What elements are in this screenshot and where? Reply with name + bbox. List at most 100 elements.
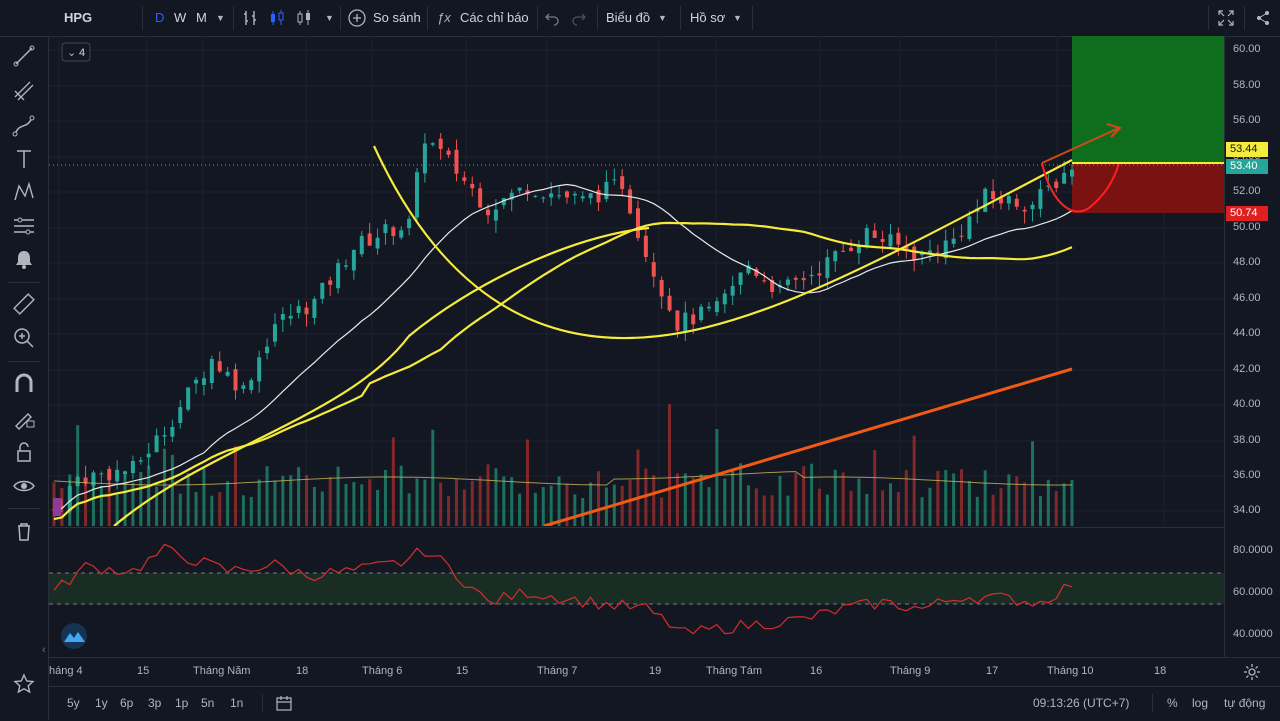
chevron-down-icon[interactable]: ▼	[658, 13, 667, 23]
lock-icon[interactable]	[10, 438, 38, 466]
time-axis-label: 16	[810, 665, 823, 677]
candle	[391, 227, 396, 237]
star-icon[interactable]	[10, 670, 38, 698]
candle	[612, 179, 617, 181]
candle	[675, 310, 680, 331]
time-axis[interactable]	[49, 657, 1280, 686]
chevron-down-icon[interactable]: ▼	[325, 13, 334, 23]
candle	[714, 301, 719, 313]
interval-week[interactable]: W	[174, 10, 187, 25]
candle	[659, 280, 664, 297]
candle	[927, 250, 932, 255]
profile-menu-button[interactable]: Hồ sơ	[690, 10, 726, 25]
range-6m[interactable]: 6p	[120, 696, 134, 710]
rsi-axis-label: 40.0000	[1233, 628, 1273, 640]
candle	[91, 472, 96, 486]
auto-toggle[interactable]: tự động	[1224, 696, 1266, 710]
trash-icon[interactable]	[10, 517, 38, 545]
pitchfork-icon[interactable]	[10, 77, 38, 105]
range-5y[interactable]: 5y	[67, 696, 80, 710]
volume-bar	[936, 470, 940, 526]
volume-bar	[368, 479, 372, 526]
candle	[478, 188, 483, 208]
price-axis-label: 42.00	[1233, 363, 1261, 375]
fib-icon[interactable]	[10, 212, 38, 240]
volume-bar	[533, 492, 537, 526]
price-axis-label: 52.00	[1233, 185, 1261, 197]
indicators-button[interactable]: Các chỉ báo	[460, 10, 529, 25]
time-axis-label: Tháng 10	[1047, 665, 1094, 677]
redo-icon[interactable]	[571, 10, 587, 26]
calendar-icon[interactable]	[275, 694, 293, 712]
symbol-search[interactable]: HPG	[64, 10, 93, 25]
chevron-down-icon[interactable]: ▼	[733, 13, 742, 23]
breakout-arrow[interactable]	[1041, 127, 1120, 164]
ruler-icon[interactable]	[10, 290, 38, 318]
volume-bar	[1015, 476, 1019, 526]
interval-month[interactable]: M	[196, 10, 207, 25]
path-icon[interactable]	[10, 112, 38, 140]
fullscreen-icon[interactable]	[1216, 8, 1236, 28]
range-1d[interactable]: 1n	[230, 696, 244, 710]
volume-bar	[707, 487, 711, 526]
chevron-down-icon[interactable]: ▼	[216, 13, 225, 23]
price-axis-label: 44.00	[1233, 327, 1261, 339]
clock-time[interactable]: 09:13:26 (UTC+7)	[1033, 696, 1130, 710]
chart-menu-button[interactable]: Biểu đồ	[606, 10, 651, 25]
range-1y[interactable]: 1y	[95, 696, 108, 710]
volume-bar	[873, 450, 877, 526]
interval-day[interactable]: D	[155, 10, 165, 25]
range-3m[interactable]: 3p	[148, 696, 162, 710]
cup-drawing[interactable]	[373, 145, 1073, 340]
time-axis-label: 18	[1154, 665, 1167, 677]
handle-drawing[interactable]	[1041, 162, 1120, 213]
settings-icon[interactable]	[1243, 663, 1261, 681]
log-toggle[interactable]: log	[1192, 696, 1209, 710]
price-axis[interactable]	[1224, 36, 1280, 657]
candle	[849, 247, 854, 252]
volume-bar	[636, 449, 640, 526]
range-1m[interactable]: 1p	[175, 696, 189, 710]
alert-icon[interactable]	[10, 245, 38, 273]
compare-button[interactable]: So sánh	[373, 10, 421, 25]
hollow-candle-icon[interactable]	[294, 8, 314, 28]
candle	[1022, 209, 1027, 212]
rsi-pane[interactable]	[49, 527, 1224, 658]
text-icon[interactable]	[10, 145, 38, 173]
yellow-curve-drawing[interactable]	[113, 226, 650, 526]
lock-draw-icon[interactable]	[10, 404, 38, 432]
candle	[130, 461, 135, 474]
trendline-icon[interactable]	[10, 42, 38, 70]
volume-bar	[454, 479, 458, 526]
candle	[209, 359, 214, 384]
price-axis-label: 50.00	[1233, 221, 1261, 233]
orange-trendline[interactable]	[543, 367, 1073, 526]
candle-style-icon[interactable]	[267, 8, 287, 28]
bar-style-icon[interactable]	[240, 8, 260, 28]
magnet-icon[interactable]	[10, 370, 38, 398]
undo-icon[interactable]	[544, 10, 560, 26]
price-chart[interactable]: ⌄ 4	[49, 36, 1224, 526]
volume-bar	[439, 482, 443, 526]
price-axis-label: 58.00	[1233, 79, 1261, 91]
stop-loss-zone[interactable]	[1072, 163, 1224, 213]
candle	[399, 230, 404, 238]
volume-bar	[731, 468, 735, 526]
range-5d[interactable]: 5n	[201, 696, 215, 710]
price-axis-label: 48.00	[1233, 256, 1261, 268]
candle	[841, 250, 846, 252]
legend-collapse-button[interactable]	[61, 42, 91, 62]
share-icon[interactable]	[1253, 8, 1273, 28]
collapse-left-icon[interactable]: ‹	[42, 644, 46, 656]
volume-bar	[462, 489, 466, 526]
legend-count: 4	[79, 47, 85, 59]
percent-toggle[interactable]: %	[1167, 696, 1178, 710]
eye-icon[interactable]	[10, 472, 38, 500]
volume-bar	[415, 478, 419, 526]
add-compare-icon[interactable]	[347, 8, 367, 28]
indicators-icon[interactable]: ƒx	[437, 10, 451, 25]
zoom-icon[interactable]	[10, 324, 38, 352]
volume-ma-line	[53, 471, 1073, 486]
pattern-icon[interactable]	[10, 178, 38, 206]
profit-target-zone[interactable]	[1072, 36, 1224, 163]
